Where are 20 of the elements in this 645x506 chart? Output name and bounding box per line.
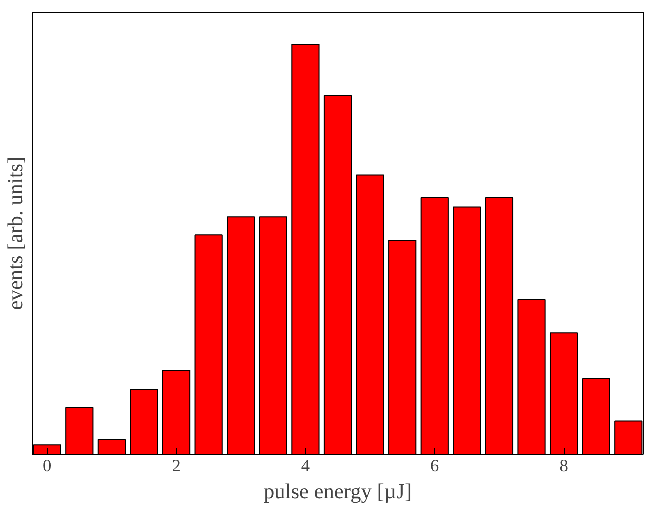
x-tick-label: 8 <box>560 456 568 476</box>
x-axis-title: pulse energy [µJ] <box>264 480 412 504</box>
bar <box>194 234 223 454</box>
bar <box>582 378 610 454</box>
bar <box>130 389 158 454</box>
bar <box>324 95 352 454</box>
x-tick-label: 4 <box>301 456 310 476</box>
bar <box>227 216 256 454</box>
bar <box>518 299 546 454</box>
x-tick-label: 0 <box>43 456 52 476</box>
bar <box>388 240 417 454</box>
x-tick-label: 6 <box>430 456 440 476</box>
bar <box>485 197 514 454</box>
bar <box>66 407 94 454</box>
x-tick-label: 2 <box>172 456 181 476</box>
y-axis-title: events [arb. units] <box>4 156 28 310</box>
bar <box>356 174 384 454</box>
bar <box>98 439 126 454</box>
bar <box>259 216 288 454</box>
bar <box>453 206 482 454</box>
